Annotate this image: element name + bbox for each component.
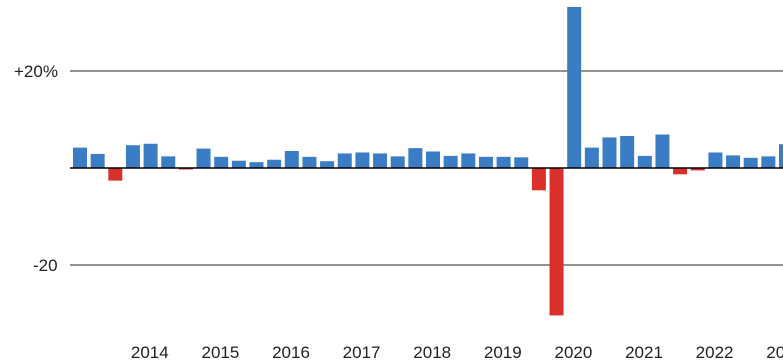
bar-2014-q1 <box>73 147 87 168</box>
y-tick-label-minus-20: -20 <box>33 256 58 275</box>
bar-2014-q3 <box>108 168 123 181</box>
bar-2017-q2 <box>302 156 317 168</box>
x-tick-label-2020: 2020 <box>554 343 592 362</box>
x-tick-label-2021: 2021 <box>625 343 663 362</box>
x-tick-label-2014: 2014 <box>131 343 169 362</box>
x-axis-tick-labels: 2014 2015 2016 2017 2018 2019 2020 2021 2022 2023 <box>131 343 783 362</box>
bar-2016-q2 <box>231 160 246 168</box>
bar-2018-q4 <box>408 148 423 168</box>
x-tick-label-2016: 2016 <box>272 343 310 362</box>
y-axis-tick-labels: +20% -20 <box>14 62 58 275</box>
bar-2020-q3 <box>531 168 546 191</box>
bar-2022-q2 <box>655 134 670 168</box>
bar-2020-q2 <box>514 157 529 168</box>
bar-q40 <box>779 144 783 168</box>
x-tick-label-2019: 2019 <box>484 343 522 362</box>
bar-2019-q2 <box>443 155 458 169</box>
bar-2016-q3 <box>249 162 264 168</box>
bar-2023-q2 <box>726 155 741 168</box>
bar-2014-q4 <box>125 145 140 168</box>
bar-2016-q4 <box>267 159 282 168</box>
bars <box>73 6 783 316</box>
bar-2017-q4 <box>337 153 352 168</box>
bar-2015-q4 <box>196 148 211 168</box>
bar-2021-q3 <box>602 137 617 168</box>
bar-2017-q1 <box>284 151 299 168</box>
bar-2019-q3 <box>461 153 476 168</box>
bar-2021-q2 <box>584 147 599 168</box>
bar-2022-q1 <box>637 155 652 169</box>
x-tick-label-2015: 2015 <box>201 343 239 362</box>
bar-2022-q4 <box>690 168 705 171</box>
x-tick-label-2023: 2023 <box>766 343 783 362</box>
bar-2023-q1 <box>708 152 723 168</box>
bar-2017-q3 <box>320 161 335 168</box>
bar-2023-q4 <box>761 156 776 168</box>
bar-2021-q1 <box>567 6 582 169</box>
bar-2018-q3 <box>390 156 405 168</box>
bar-2019-q4 <box>478 156 493 168</box>
x-tick-label-2017: 2017 <box>343 343 381 362</box>
bar-2016-q1 <box>214 156 229 168</box>
x-tick-label-2018: 2018 <box>413 343 451 362</box>
bar-2021-q4 <box>620 135 635 168</box>
bar-2023-q3 <box>743 157 758 168</box>
bar-2018-q1 <box>355 152 370 168</box>
bar-2020-q4 <box>549 168 564 316</box>
bar-2014-q2 <box>90 153 105 168</box>
bar-2018-q2 <box>373 153 388 168</box>
bar-2015-q1 <box>143 143 158 168</box>
x-tick-label-2022: 2022 <box>696 343 734 362</box>
y-tick-label-plus-20: +20% <box>14 62 58 81</box>
bar-2019-q1 <box>426 151 440 168</box>
gridlines <box>70 70 783 266</box>
bar-2015-q2 <box>161 156 176 168</box>
bar-2022-q3 <box>673 168 688 175</box>
bar-2020-q1 <box>496 156 511 168</box>
